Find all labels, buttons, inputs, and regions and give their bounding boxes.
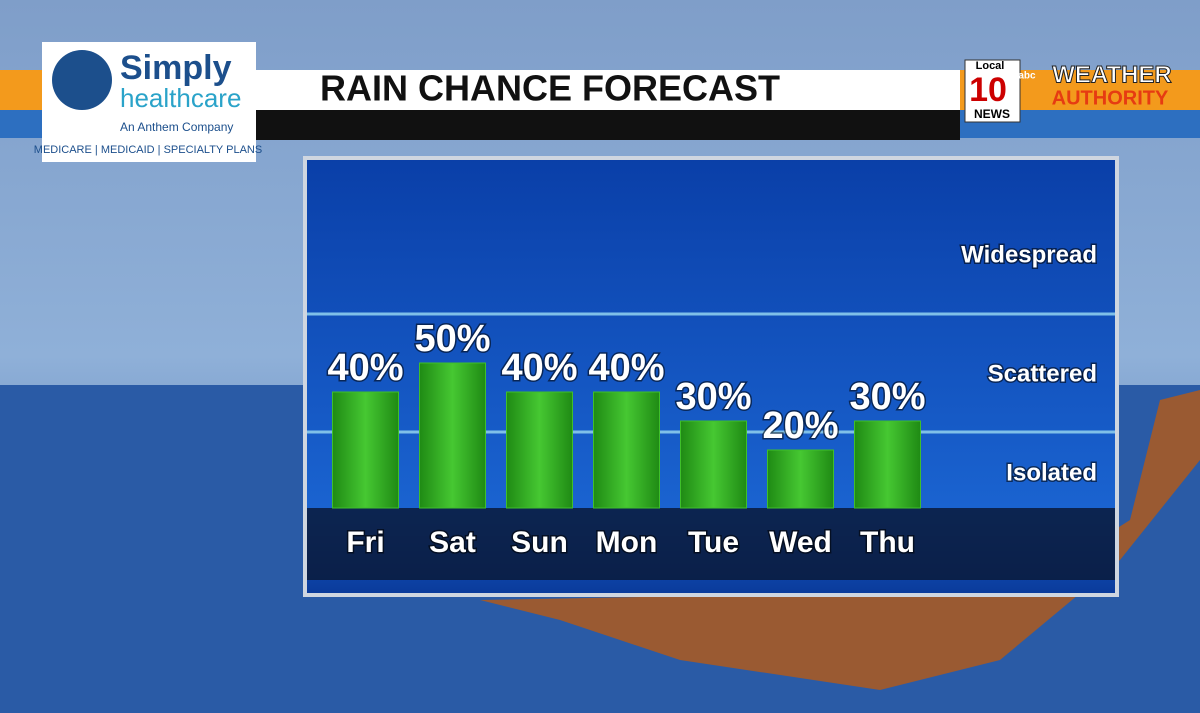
station-news: NEWS (974, 107, 1010, 121)
station-network: abc (1018, 71, 1036, 82)
bar (506, 391, 573, 509)
sponsor-tagline: An Anthem Company (120, 120, 233, 134)
plot: Fri 40% Sat 50% Sun 40% Mon 40% Tue 30% Wed 20% Thu 3… (326, 317, 927, 561)
band-label: Isolated (1006, 459, 1097, 486)
category-label: Sun (511, 526, 568, 559)
land (480, 390, 1200, 690)
category-label: Tue (688, 526, 739, 559)
category-label: Wed (769, 526, 832, 559)
category-label: Fri (346, 526, 384, 559)
title-underbar (255, 110, 960, 140)
brand-weather: WEATHER (1052, 61, 1172, 88)
station-logo (964, 59, 1021, 123)
band-label: Scattered (988, 360, 1097, 387)
value-label: 40% (327, 347, 403, 389)
title: RAIN CHANCE FORECAST (320, 68, 780, 109)
category-label: Sat (429, 526, 476, 559)
station-number: 10 (969, 71, 1007, 109)
bar (767, 449, 834, 509)
value-label: 40% (501, 347, 577, 389)
category-strip (307, 508, 1115, 580)
title-bar (255, 70, 960, 110)
sponsor-name-2: healthcare (120, 83, 241, 113)
category-label: Mon (596, 526, 658, 559)
bar (680, 420, 747, 509)
band-label: Widespread (961, 241, 1097, 268)
sponsor-name: Simply (120, 49, 232, 87)
value-label: 50% (414, 318, 490, 360)
value-label: 30% (675, 376, 751, 418)
brand-authority: AUTHORITY (1052, 87, 1169, 109)
station-local: Local (976, 60, 1005, 72)
sponsor-icon (52, 50, 112, 110)
value-label: 30% (849, 376, 925, 418)
bar (854, 420, 921, 509)
category-label: Thu (860, 526, 915, 559)
bar (332, 391, 399, 509)
bar (593, 391, 660, 509)
value-label: 20% (762, 405, 838, 447)
value-label: 40% (588, 347, 664, 389)
bar (419, 362, 486, 509)
sponsor-plans: MEDICARE | MEDICAID | SPECIALTY PLANS (34, 144, 262, 156)
